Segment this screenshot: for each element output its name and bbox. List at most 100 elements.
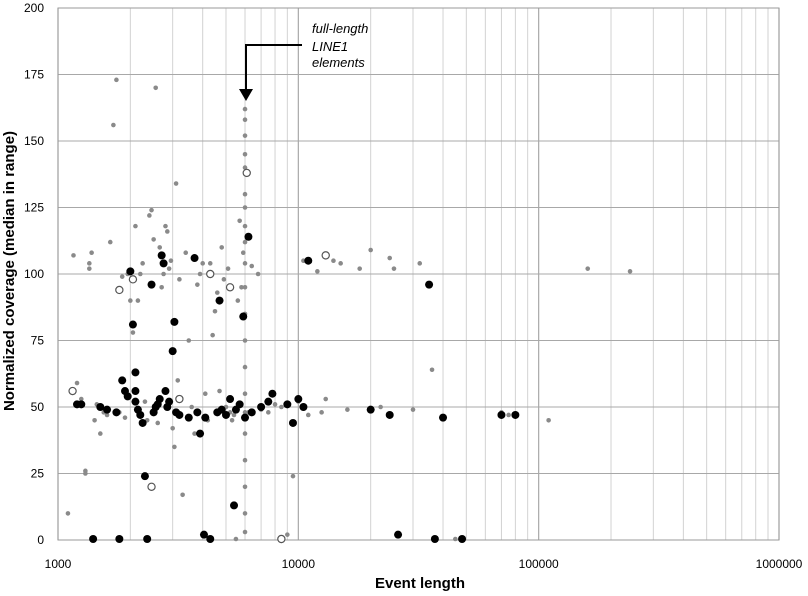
point-black xyxy=(304,256,313,265)
point-gray xyxy=(239,285,244,290)
point-gray xyxy=(242,338,248,343)
point-gray xyxy=(157,245,163,250)
point-black xyxy=(170,317,179,326)
point-gray xyxy=(242,261,248,266)
y-tick-label: 25 xyxy=(31,467,45,481)
point-black xyxy=(299,403,308,411)
point-black xyxy=(96,403,105,411)
point-gray xyxy=(237,218,242,224)
point-black xyxy=(247,408,256,417)
point-black xyxy=(128,320,137,329)
point-black xyxy=(283,400,292,409)
point-gray xyxy=(142,399,148,404)
point-gray xyxy=(159,285,164,290)
point-gray xyxy=(242,106,248,112)
point-black xyxy=(241,413,250,422)
point-gray xyxy=(242,529,248,535)
point-black xyxy=(439,413,448,422)
point-gray xyxy=(186,338,192,343)
point-open xyxy=(225,283,235,292)
point-gray xyxy=(128,298,133,303)
point-gray xyxy=(114,77,119,83)
point-open xyxy=(68,386,77,396)
point-gray xyxy=(387,255,393,261)
point-open xyxy=(147,482,156,491)
point-open xyxy=(206,269,215,279)
point-gray xyxy=(285,532,290,537)
point-gray xyxy=(378,404,383,410)
point-black xyxy=(161,387,170,396)
point-gray xyxy=(83,471,88,476)
point-black xyxy=(131,368,140,377)
point-gray xyxy=(98,431,103,436)
point-black xyxy=(288,418,297,427)
point-black xyxy=(126,267,135,276)
x-tick-label: 10000 xyxy=(282,557,316,571)
point-gray xyxy=(217,388,222,394)
point-black xyxy=(235,400,244,409)
point-gray xyxy=(242,511,248,516)
point-gray xyxy=(104,412,110,418)
point-open xyxy=(175,394,184,404)
point-gray xyxy=(166,266,172,271)
point-gray xyxy=(151,237,156,242)
point-gray xyxy=(183,250,189,256)
y-tick-label: 0 xyxy=(37,533,44,547)
point-gray xyxy=(163,223,168,229)
point-gray xyxy=(172,444,177,450)
point-gray xyxy=(107,239,113,245)
plot-area-border xyxy=(57,7,780,541)
x-tick-label: 100000 xyxy=(519,557,559,571)
annotation-line-3: elements xyxy=(312,55,365,70)
point-gray xyxy=(242,117,248,123)
point-gray xyxy=(242,391,248,397)
point-gray xyxy=(242,223,248,229)
point-gray xyxy=(161,271,166,277)
point-gray xyxy=(207,261,213,266)
point-gray xyxy=(225,266,231,271)
point-black xyxy=(206,535,215,543)
y-axis-title: Normalized coverage (median in range) xyxy=(1,131,18,411)
point-black xyxy=(159,259,168,268)
point-gray xyxy=(338,261,343,266)
point-black xyxy=(226,395,235,404)
point-black xyxy=(201,413,210,422)
point-black xyxy=(268,389,277,398)
point-gray xyxy=(242,484,248,490)
point-gray xyxy=(242,165,248,170)
point-gray xyxy=(357,266,362,271)
point-black xyxy=(221,410,230,419)
point-black xyxy=(264,397,273,406)
point-black xyxy=(385,410,394,419)
point-black xyxy=(497,410,506,419)
point-gray xyxy=(410,407,416,412)
point-black xyxy=(157,251,166,260)
point-gray xyxy=(130,330,136,335)
point-gray xyxy=(87,261,92,266)
point-gray xyxy=(111,122,116,128)
point-gray xyxy=(242,152,248,157)
point-black xyxy=(143,535,152,543)
point-black xyxy=(136,410,145,419)
point-gray xyxy=(266,410,271,415)
point-gray xyxy=(305,412,311,418)
y-tick-label: 50 xyxy=(31,400,45,414)
point-gray xyxy=(331,258,336,264)
point-gray xyxy=(233,536,239,542)
annotation-line-1: full-length xyxy=(312,21,368,36)
x-tick-labels: 1000 10000 100000 1000000 xyxy=(45,557,803,571)
point-gray xyxy=(71,253,76,258)
point-gray xyxy=(210,332,215,338)
point-black xyxy=(430,535,439,543)
point-black xyxy=(394,530,403,539)
point-black xyxy=(190,254,199,263)
annotation: full-length LINE1 elements xyxy=(239,21,368,101)
point-gray xyxy=(242,285,248,290)
point-black xyxy=(147,280,156,289)
point-black xyxy=(118,376,127,385)
point-gray xyxy=(214,290,220,295)
point-open xyxy=(115,285,124,295)
point-black xyxy=(244,232,253,241)
point-black xyxy=(217,405,226,414)
